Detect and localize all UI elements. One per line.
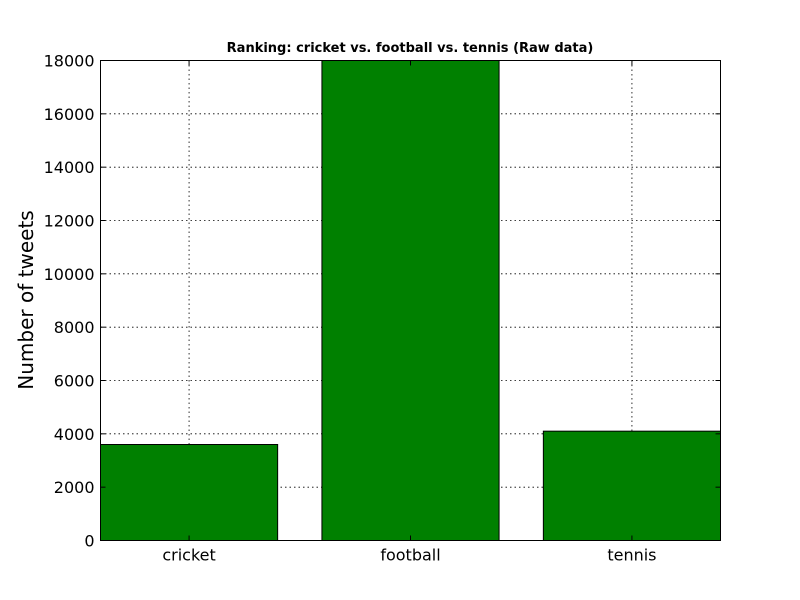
y-tick-label: 6000 xyxy=(54,372,95,391)
y-tick-label: 0 xyxy=(84,532,94,551)
y-tick-label: 10000 xyxy=(44,265,95,284)
chart-title: Ranking: cricket vs. football vs. tennis… xyxy=(227,41,594,56)
y-tick-label: 4000 xyxy=(54,425,95,444)
x-axis-tick-labels: cricket football tennis xyxy=(162,546,656,565)
y-tick-label: 16000 xyxy=(44,105,95,124)
y-axis-tick-labels: 0 2000 4000 6000 8000 10000 12000 14000 16000 180… xyxy=(44,52,95,551)
y-tick-label: 2000 xyxy=(54,478,95,497)
x-tick-label: football xyxy=(380,546,440,565)
bar-tennis xyxy=(542,430,721,541)
bar-football xyxy=(321,60,500,541)
tick-marks xyxy=(100,60,721,541)
y-tick-label: 14000 xyxy=(44,158,95,177)
y-tick-label: 12000 xyxy=(44,212,95,231)
x-tick-label: tennis xyxy=(607,546,656,565)
bar-cricket xyxy=(100,444,279,541)
y-tick-label: 18000 xyxy=(44,52,95,71)
bars xyxy=(100,60,721,541)
x-tick-label: cricket xyxy=(162,546,215,565)
y-tick-label: 8000 xyxy=(54,318,95,337)
y-axis-label: Number of tweets xyxy=(14,210,38,389)
